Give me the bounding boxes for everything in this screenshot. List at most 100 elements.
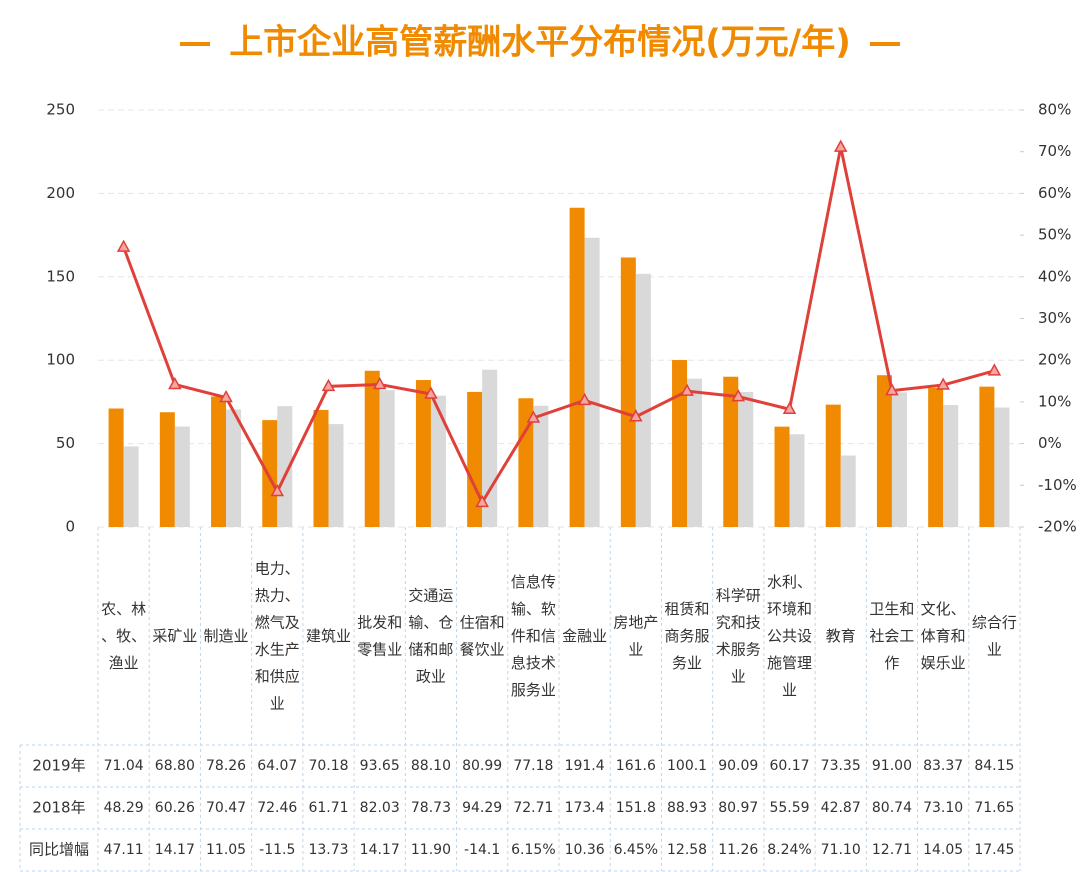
table-value: 12.58	[667, 842, 707, 858]
table-value: 80.99	[462, 758, 502, 774]
table-value: 10.36	[565, 842, 605, 858]
x-tick-label: 综合行业	[972, 613, 1017, 658]
bar	[159, 412, 175, 527]
x-tick-label: 采矿业	[152, 627, 197, 645]
bar	[891, 392, 907, 527]
bar	[876, 375, 892, 527]
table-value: 11.05	[206, 842, 246, 858]
bar	[569, 207, 585, 527]
line-marker	[885, 383, 899, 396]
bar	[635, 273, 651, 527]
y-tick-label: 0	[65, 518, 75, 536]
line	[122, 146, 995, 506]
table-value: 6.45%	[614, 842, 658, 858]
x-tick-label: 信息传输、软件和信息技术服务业	[511, 573, 556, 699]
table-value: 78.73	[411, 800, 451, 816]
x-tick-label: 卫生和社会工作	[869, 600, 914, 672]
bar	[482, 369, 498, 527]
table-value: 14.17	[155, 842, 195, 858]
x-tick-label: 住宿和餐饮业	[460, 613, 505, 658]
table-value: 11.26	[718, 842, 758, 858]
y2-tick-label: 30%	[1038, 309, 1071, 327]
x-tick-label: 制造业	[204, 627, 249, 645]
row-header: 同比增幅	[29, 841, 89, 859]
bar	[379, 390, 395, 527]
y2-tick-label: 40%	[1038, 267, 1071, 285]
table-value: 77.18	[513, 758, 553, 774]
table-value: 88.10	[411, 758, 451, 774]
bar	[840, 455, 856, 527]
table-value: 14.05	[923, 842, 963, 858]
table-value: 94.29	[462, 800, 502, 816]
table-value: 14.17	[360, 842, 400, 858]
table-value: 64.07	[257, 758, 297, 774]
bar	[123, 446, 139, 527]
table-value: 88.93	[667, 800, 707, 816]
table-value: 70.47	[206, 800, 246, 816]
line-marker	[629, 409, 643, 422]
x-tick-label: 电力、热力、燃气及水生产和供应业	[255, 559, 300, 712]
x-tick-label: 批发和零售业	[357, 613, 402, 658]
y2-tick-label: 0%	[1038, 434, 1062, 452]
x-tick-label: 文化、体育和娱乐业	[921, 600, 966, 672]
line-marker	[475, 494, 489, 508]
table-value: 6.15%	[511, 842, 555, 858]
table-value: 100.1	[667, 758, 707, 774]
line-marker	[782, 401, 797, 414]
table-value: 68.80	[155, 758, 195, 774]
table-value: 84.15	[974, 758, 1014, 774]
bar	[672, 360, 688, 527]
line-marker	[270, 483, 285, 497]
chart-title: 上市企业高管薪酬水平分布情况(万元/年)	[229, 23, 851, 63]
table-value: 47.11	[104, 842, 144, 858]
y-tick-label: 50	[56, 434, 75, 452]
line-marker	[577, 392, 592, 406]
line-marker	[116, 239, 131, 252]
row-header: 2019年	[32, 757, 85, 775]
bar	[979, 386, 995, 527]
y2-tick-label: -20%	[1038, 518, 1077, 536]
bar	[262, 420, 278, 527]
y-tick-label: 200	[46, 184, 75, 202]
table-value: 70.18	[308, 758, 348, 774]
table-value: 71.65	[974, 800, 1014, 816]
x-tick-label: 教育	[826, 627, 856, 645]
bar	[430, 395, 446, 527]
row-header: 2018年	[32, 799, 85, 817]
table-value: 90.09	[718, 758, 758, 774]
line-marker	[833, 139, 848, 152]
table-value: 91.00	[872, 758, 912, 774]
table-value: 161.6	[616, 758, 656, 774]
x-tick-label: 农、林、牧、渔业	[101, 600, 146, 672]
y2-tick-label: -10%	[1038, 476, 1077, 494]
bar	[774, 426, 790, 527]
bar	[723, 376, 739, 527]
y2-tick-label: 50%	[1038, 226, 1071, 244]
bar	[943, 405, 959, 527]
table-value: 11.90	[411, 842, 451, 858]
line-marker	[424, 386, 438, 399]
table-value: 191.4	[565, 758, 605, 774]
table-value: -14.1	[464, 842, 500, 858]
x-tick-label: 交通运输、仓储和邮政业	[408, 586, 453, 685]
x-tick-label: 建筑业	[306, 627, 351, 645]
bar	[533, 405, 549, 527]
y2-tick-label: 80%	[1038, 101, 1071, 119]
table-value: 173.4	[565, 800, 605, 816]
table-value: 73.10	[923, 800, 963, 816]
table-value: 72.71	[513, 800, 553, 816]
bar	[313, 409, 329, 527]
line-marker	[680, 383, 694, 396]
x-tick-label: 科学研究和技术服务业	[716, 586, 761, 685]
bar	[277, 406, 293, 527]
bar	[328, 424, 344, 527]
line-marker	[526, 410, 541, 423]
y2-tick-label: 10%	[1038, 392, 1071, 410]
x-tick-label: 水利、环境和公共设施管理业	[767, 573, 812, 699]
x-tick-label: 租赁和商务服务业	[665, 600, 710, 672]
y2-tick-label: 60%	[1038, 184, 1071, 202]
table-value: 13.73	[308, 842, 348, 858]
bar	[738, 391, 754, 527]
